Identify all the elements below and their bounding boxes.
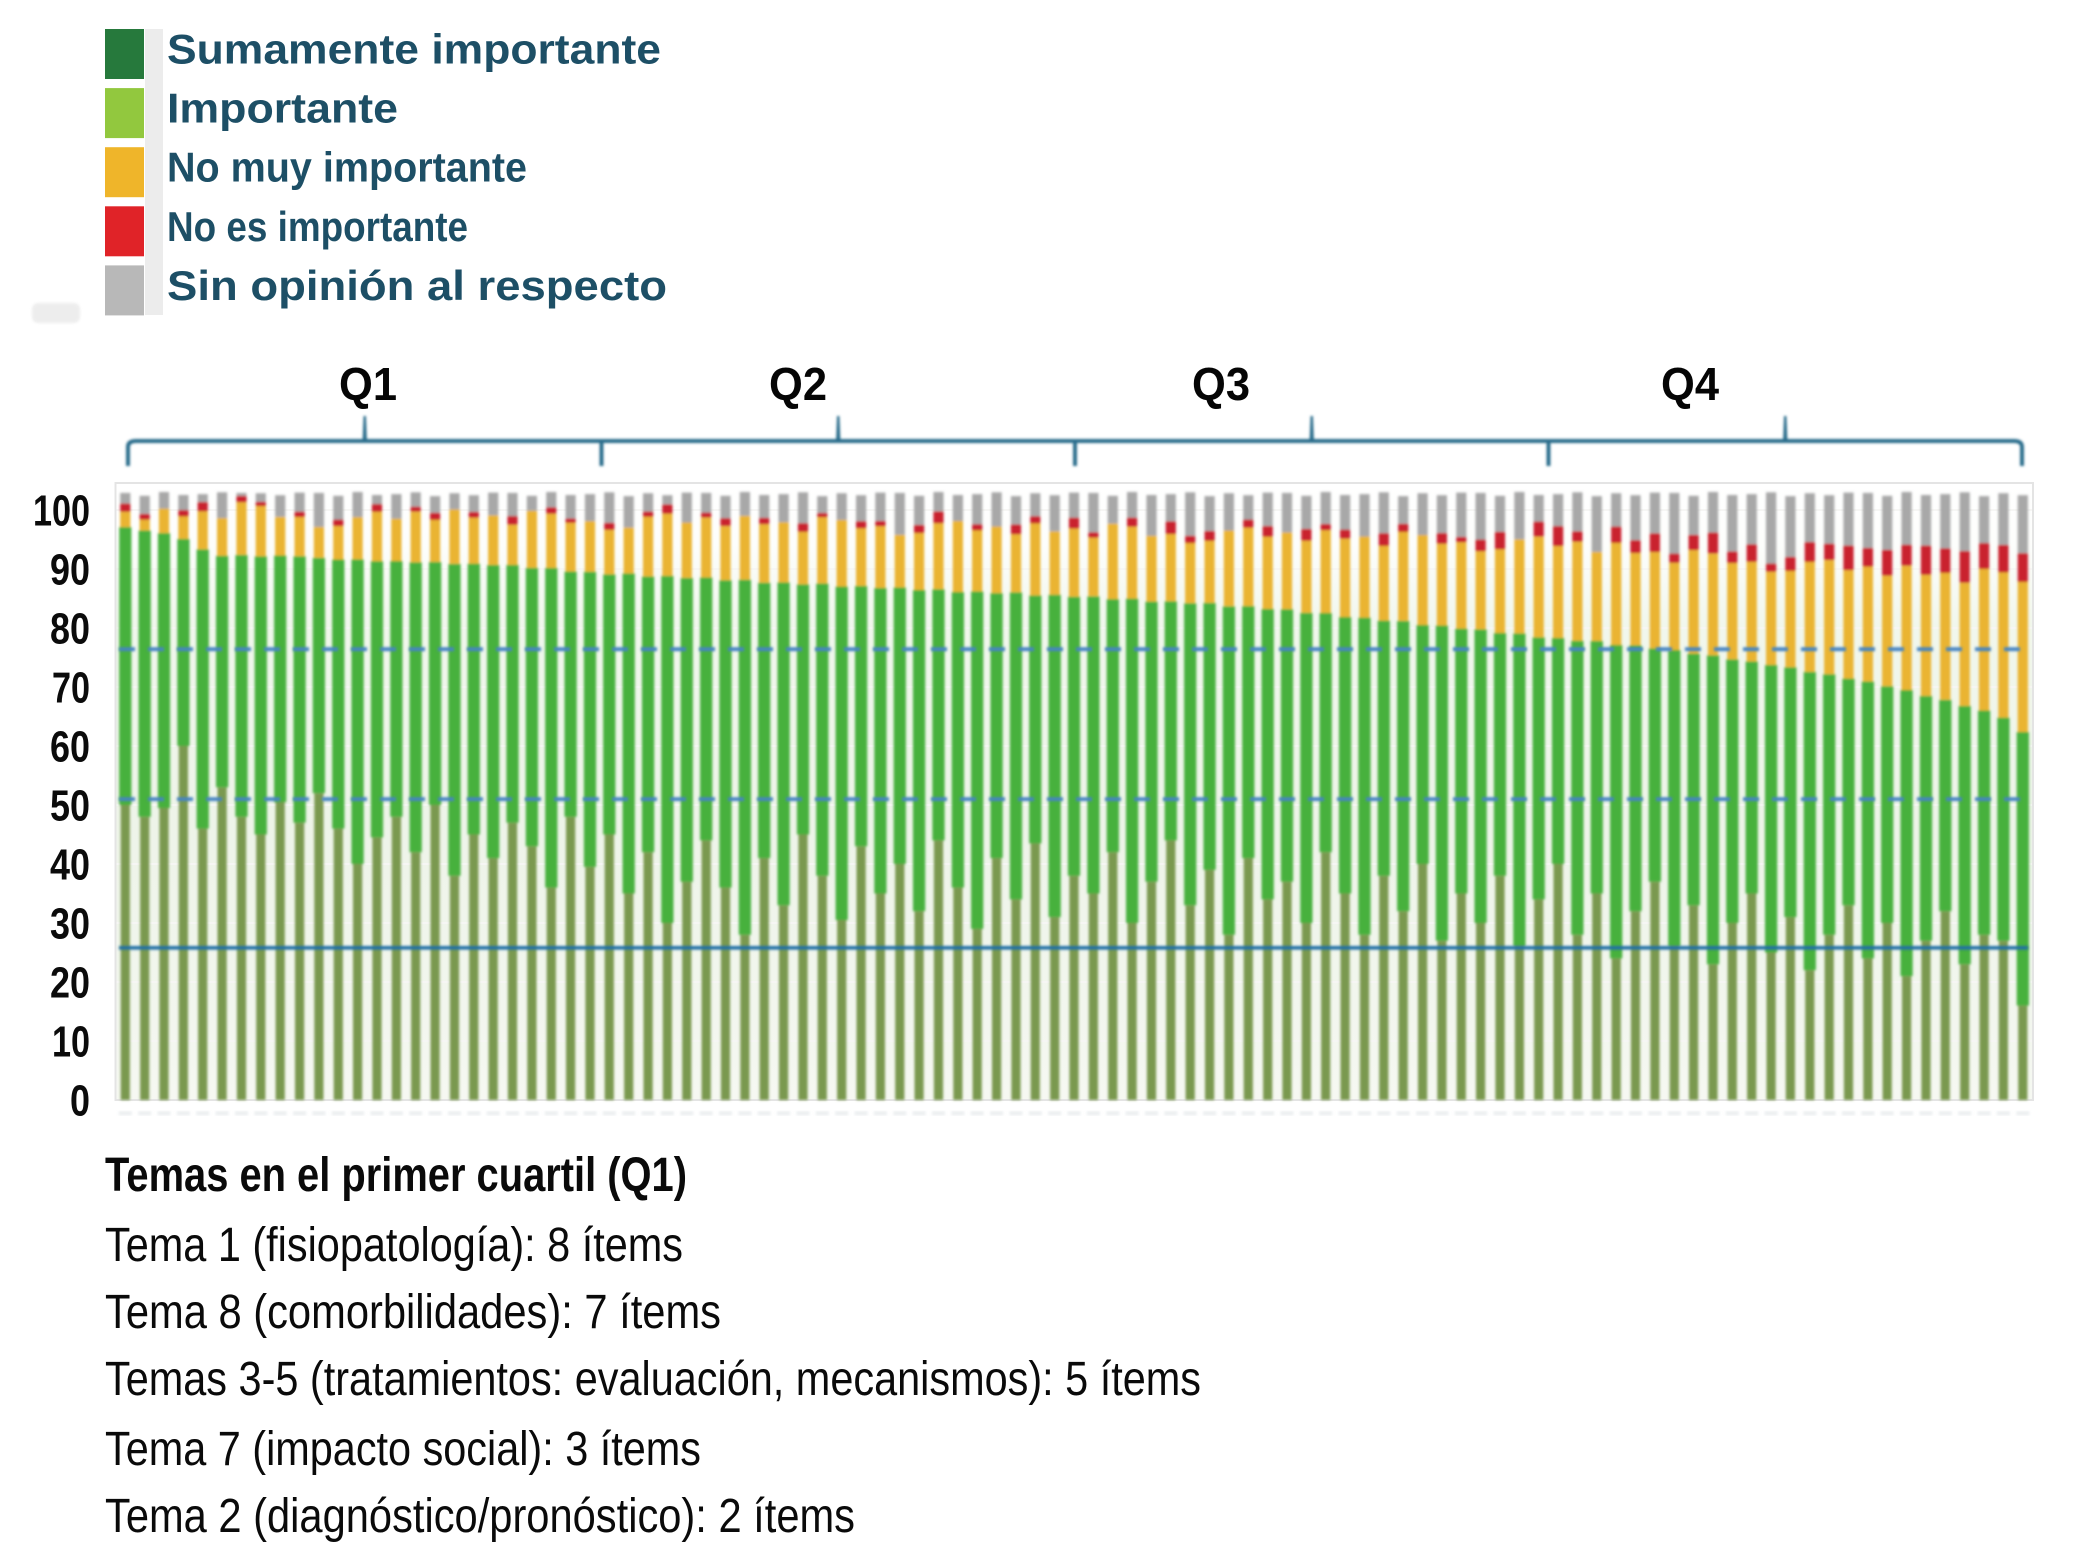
- svg-text:Q4: Q4: [1661, 358, 1719, 410]
- svg-text:Sumamente importante: Sumamente importante: [167, 26, 661, 73]
- svg-text:20: 20: [50, 959, 90, 1008]
- svg-text:No muy importante: No muy importante: [167, 144, 527, 191]
- svg-text:80: 80: [50, 605, 90, 654]
- svg-text:Sin opinión al respecto: Sin opinión al respecto: [167, 262, 667, 309]
- svg-text:30: 30: [50, 900, 90, 949]
- svg-text:Q2: Q2: [769, 358, 827, 410]
- svg-text:50: 50: [50, 782, 90, 831]
- svg-text:60: 60: [50, 723, 90, 772]
- svg-text:Temas en el primer cuartil (Q1: Temas en el primer cuartil (Q1): [105, 1149, 687, 1202]
- svg-text:0: 0: [70, 1077, 90, 1126]
- svg-text:Tema 1 (fisiopatología): 8 íte: Tema 1 (fisiopatología): 8 ítems: [105, 1219, 683, 1272]
- svg-text:Temas 3-5 (tratamientos: evalu: Temas 3-5 (tratamientos: evaluación, mec…: [105, 1353, 1201, 1406]
- svg-text:Tema 2 (diagnóstico/pronóstico: Tema 2 (diagnóstico/pronóstico): 2 ítems: [105, 1490, 855, 1543]
- svg-text:Q1: Q1: [339, 358, 397, 410]
- svg-text:90: 90: [50, 546, 90, 595]
- svg-text:100: 100: [33, 487, 90, 536]
- svg-text:70: 70: [52, 664, 90, 713]
- svg-text:Tema 8 (comorbilidades): 7 íte: Tema 8 (comorbilidades): 7 ítems: [105, 1286, 721, 1339]
- svg-text:Tema 7 (impacto social): 3 íte: Tema 7 (impacto social): 3 ítems: [105, 1423, 701, 1476]
- svg-text:10: 10: [52, 1018, 90, 1067]
- svg-text:Q3: Q3: [1192, 358, 1250, 410]
- svg-text:40: 40: [50, 841, 90, 890]
- svg-text:Importante: Importante: [167, 85, 398, 132]
- svg-text:No es importante: No es importante: [167, 203, 468, 250]
